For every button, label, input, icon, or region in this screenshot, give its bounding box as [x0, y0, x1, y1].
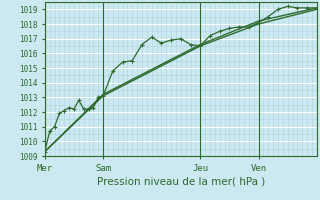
X-axis label: Pression niveau de la mer( hPa ): Pression niveau de la mer( hPa ): [97, 177, 265, 187]
